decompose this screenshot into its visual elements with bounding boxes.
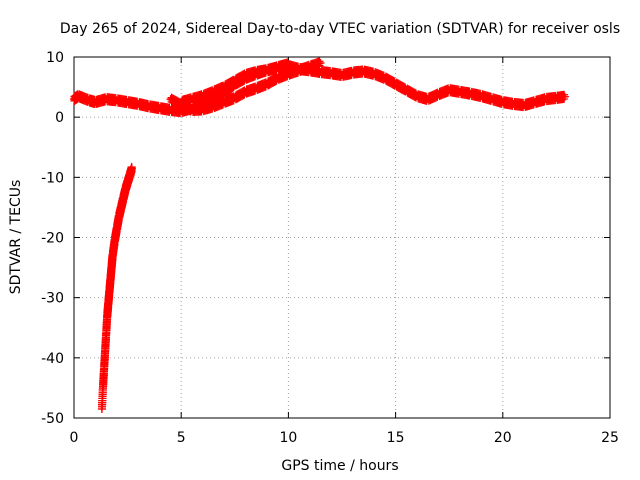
x-tick-label: 20 bbox=[494, 430, 512, 446]
data-point bbox=[127, 164, 136, 173]
x-ticks: 0 5 10 15 20 25 bbox=[70, 57, 619, 446]
data-points bbox=[70, 57, 569, 413]
x-tick-label: 15 bbox=[387, 430, 405, 446]
grid bbox=[74, 57, 610, 418]
y-tick-label: -30 bbox=[41, 291, 64, 307]
x-tick-label: 10 bbox=[279, 430, 297, 446]
y-tick-label: -40 bbox=[41, 351, 64, 367]
y-tick-label: -20 bbox=[41, 231, 64, 247]
data-point bbox=[560, 92, 569, 101]
x-tick-label: 25 bbox=[601, 430, 619, 446]
y-tick-label: -50 bbox=[41, 411, 64, 427]
x-tick-label: 5 bbox=[177, 430, 186, 446]
x-tick-label: 0 bbox=[70, 430, 79, 446]
data-point bbox=[316, 59, 325, 68]
x-axis-label: GPS time / hours bbox=[281, 458, 398, 474]
y-ticks: -50 -40 -30 -20 -10 0 10 bbox=[41, 50, 610, 427]
data-point bbox=[284, 60, 293, 69]
chart-title: Day 265 of 2024, Sidereal Day-to-day VTE… bbox=[60, 21, 620, 37]
y-axis-label: SDTVAR / TECUs bbox=[8, 180, 24, 295]
y-tick-label: -10 bbox=[41, 170, 64, 186]
y-tick-label: 0 bbox=[55, 110, 64, 126]
y-tick-label: 10 bbox=[46, 50, 64, 66]
